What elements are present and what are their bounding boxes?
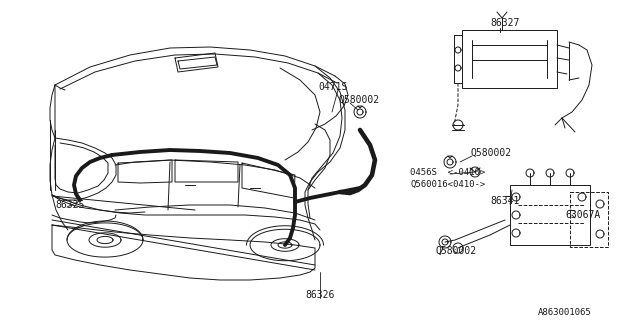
Bar [462, 30, 557, 88]
Text: A863001065: A863001065 [538, 308, 592, 317]
Text: 86327: 86327 [490, 18, 520, 28]
Bar [510, 185, 590, 245]
Text: Q580002: Q580002 [338, 95, 379, 105]
Text: Q560016<0410->: Q560016<0410-> [410, 180, 485, 189]
Text: 63067A: 63067A [565, 210, 600, 220]
Text: Q580002: Q580002 [470, 148, 511, 158]
Text: 86341: 86341 [490, 196, 520, 206]
Text: 0456S  <-0410>: 0456S <-0410> [410, 168, 485, 177]
Text: 86325: 86325 [55, 200, 84, 210]
Text: 86326: 86326 [305, 290, 334, 300]
Text: Q580002: Q580002 [435, 246, 476, 256]
Text: 0471S: 0471S [318, 82, 348, 92]
